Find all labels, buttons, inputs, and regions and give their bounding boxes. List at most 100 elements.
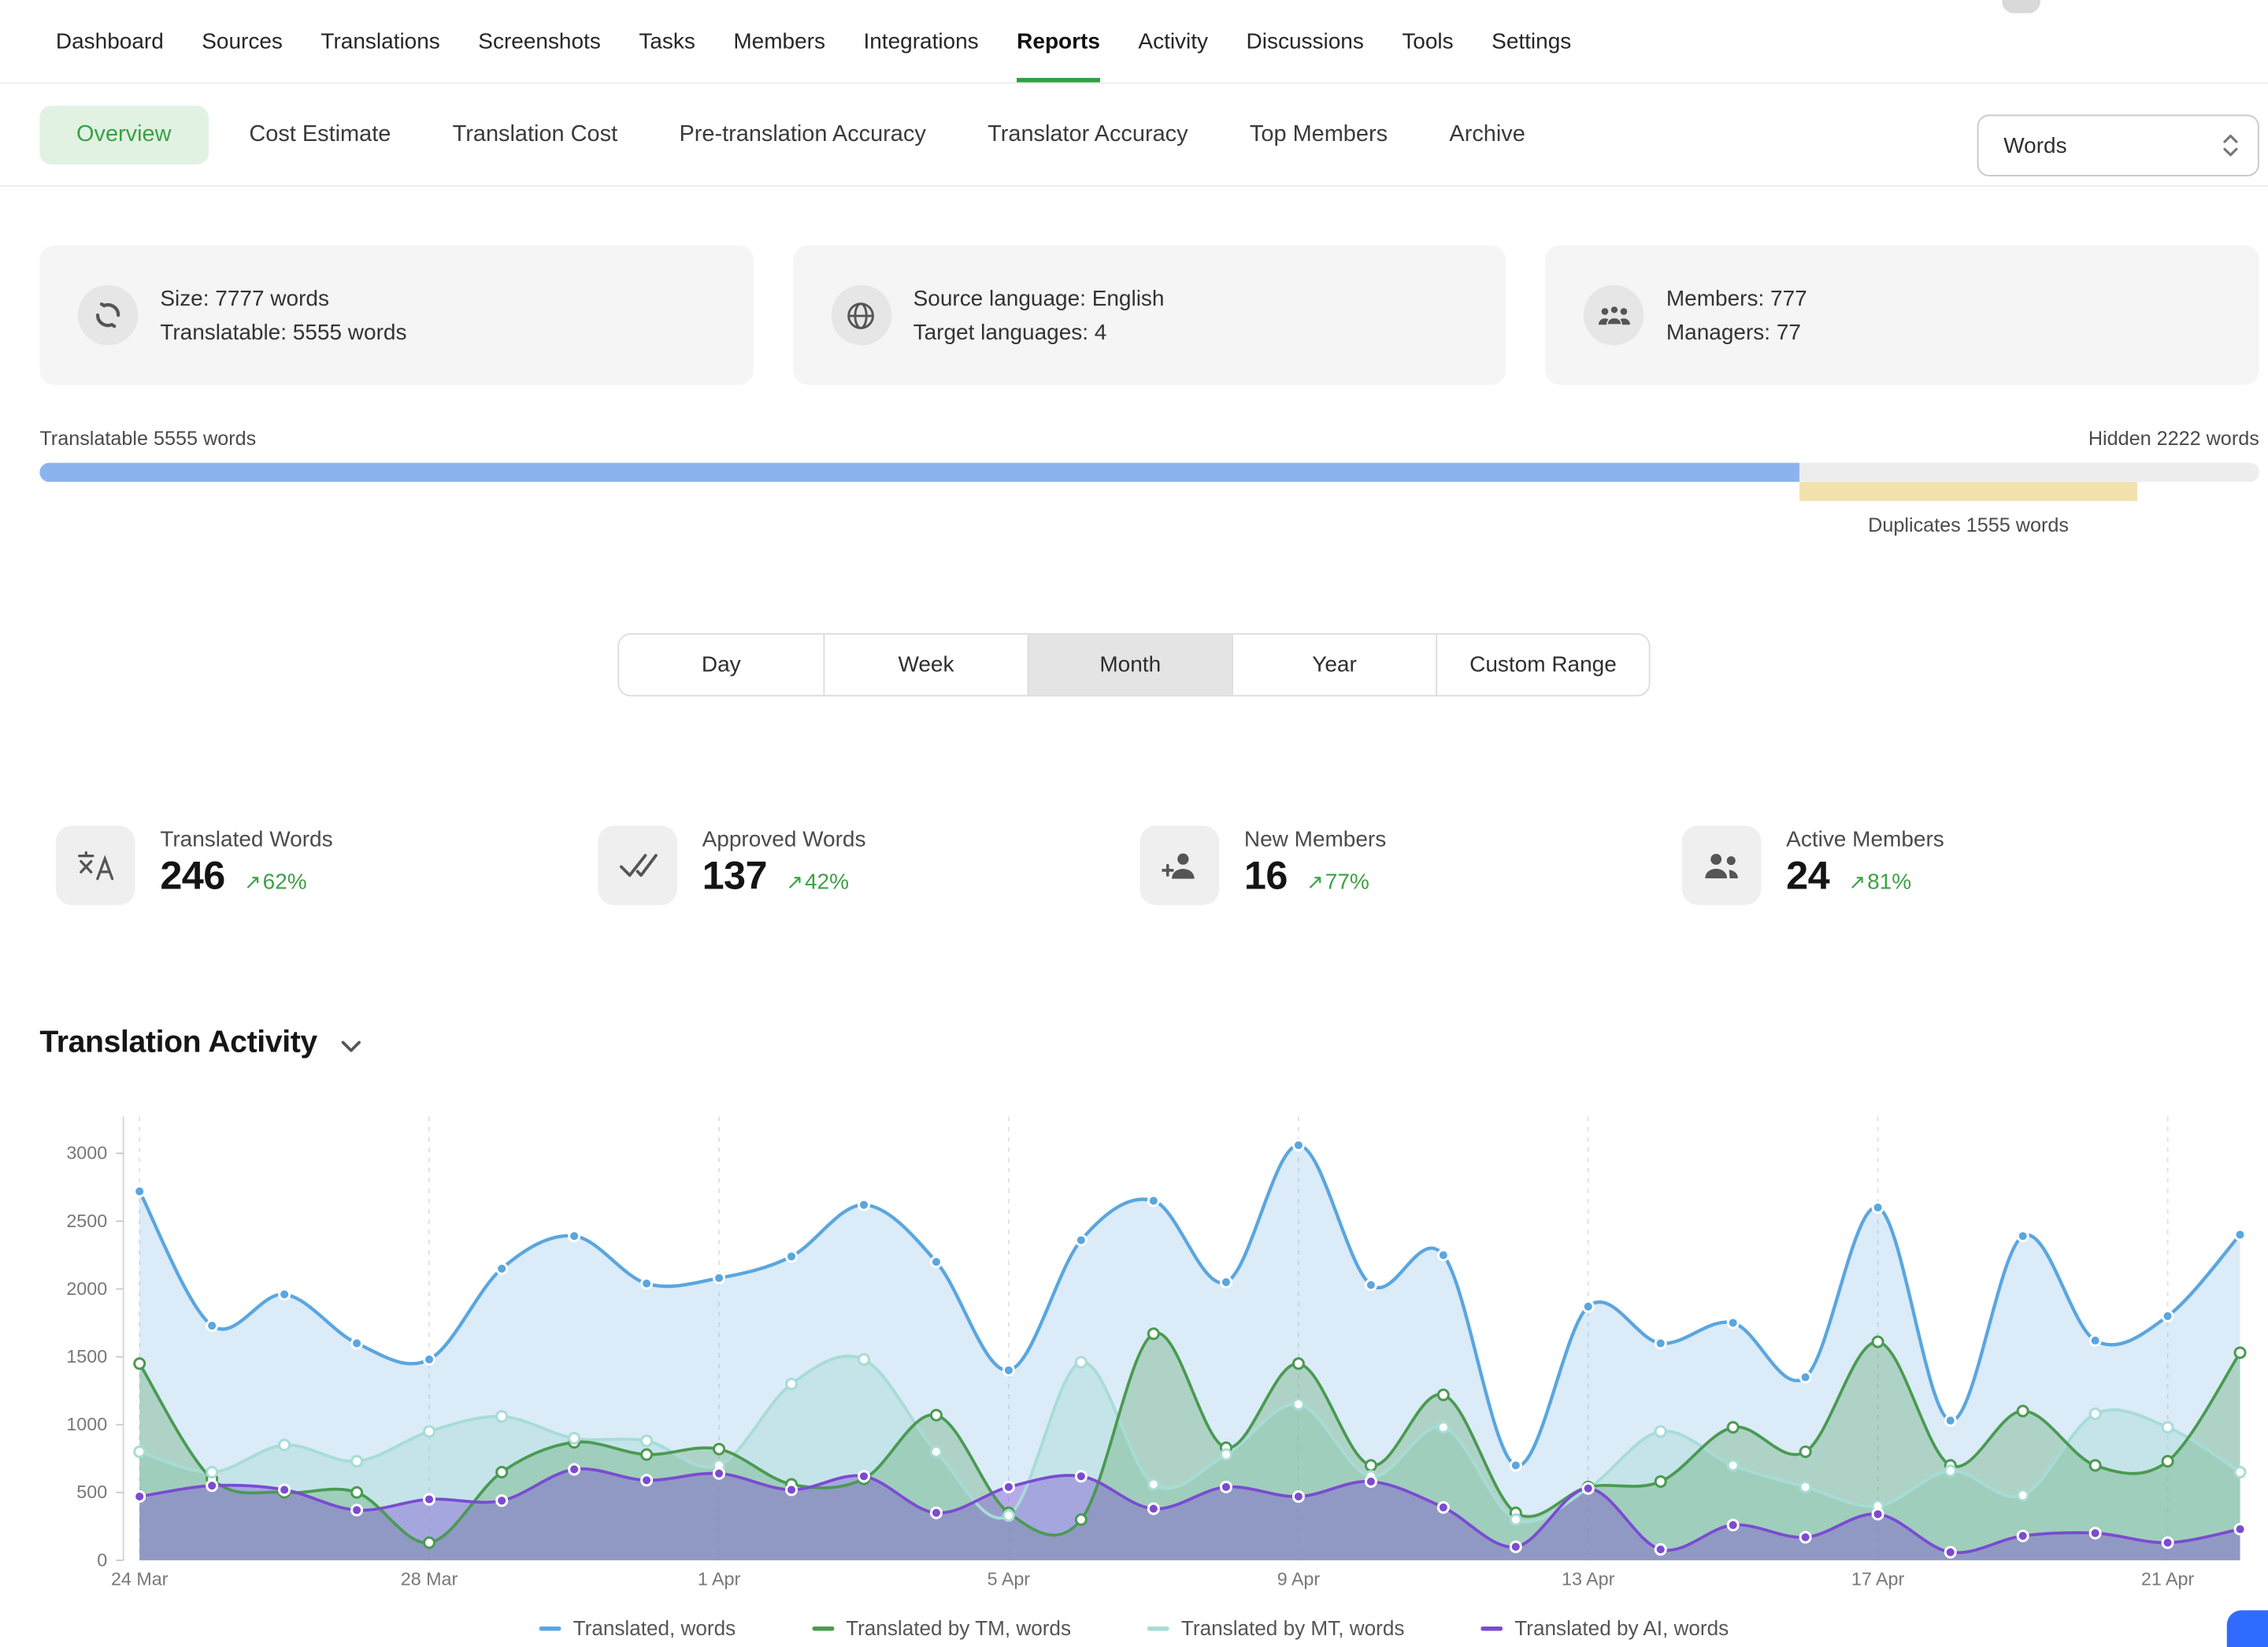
nav-members[interactable]: Members (733, 0, 825, 82)
nav-integrations[interactable]: Integrations (863, 0, 978, 82)
help-widget-button[interactable] (2227, 1610, 2268, 1647)
size-line: Size: 7777 words (160, 286, 406, 311)
range-week[interactable]: Week (823, 635, 1027, 695)
hidden-label: Hidden 2222 words (2088, 428, 2259, 450)
chart-legend: Translated, words Translated by TM, words… (0, 1616, 2268, 1640)
add-member-icon (1140, 825, 1219, 905)
svg-text:1 Apr: 1 Apr (698, 1569, 741, 1590)
translate-icon (56, 825, 135, 905)
svg-text:1000: 1000 (66, 1414, 107, 1434)
svg-text:24 Mar: 24 Mar (111, 1569, 169, 1590)
tab-pre-translation-accuracy[interactable]: Pre-translation Accuracy (679, 122, 925, 149)
select-arrows-icon (2222, 134, 2239, 158)
legend-swatch (539, 1626, 561, 1630)
up-right-arrow-icon: ↗ (786, 870, 803, 895)
nav-reports[interactable]: Reports (1017, 0, 1100, 82)
svg-text:13 Apr: 13 Apr (1562, 1569, 1615, 1590)
stat-active-members: Active Members 24 ↗81% (1682, 825, 2224, 905)
translation-activity-chart: 05001000150020002500300024 Mar28 Mar1 Ap… (0, 1099, 2268, 1598)
nav-tasks[interactable]: Tasks (639, 0, 695, 82)
nav-discussions[interactable]: Discussions (1247, 0, 1364, 82)
svg-text:2500: 2500 (66, 1211, 107, 1231)
globe-icon (831, 285, 891, 345)
range-year[interactable]: Year (1232, 635, 1436, 695)
stat-label: New Members (1244, 827, 1386, 852)
range-month[interactable]: Month (1028, 635, 1232, 695)
words-progress: Translatable 5555 words Hidden 2222 word… (39, 428, 2259, 545)
translation-activity-title: Translation Activity (39, 1026, 317, 1061)
stats-cards: Translated Words 246 ↗62% Approved Words… (56, 825, 2224, 905)
range-day[interactable]: Day (619, 635, 823, 695)
up-right-arrow-icon: ↗ (244, 870, 261, 895)
nav-tools[interactable]: Tools (1402, 0, 1453, 82)
svg-text:1500: 1500 (66, 1346, 107, 1367)
members-line: Members: 777 (1666, 286, 1807, 311)
nav-sources[interactable]: Sources (202, 0, 283, 82)
legend-label: Translated, words (573, 1616, 736, 1640)
legend-swatch (1147, 1626, 1169, 1630)
tab-overview[interactable]: Overview (39, 106, 208, 165)
legend-item[interactable]: Translated by TM, words (812, 1616, 1071, 1640)
unit-select[interactable]: Words (1977, 114, 2259, 176)
project-info-cards: Size: 7777 words Translatable: 5555 word… (39, 246, 2259, 385)
tab-archive[interactable]: Archive (1449, 122, 1525, 149)
stat-delta: ↗77% (1306, 870, 1369, 895)
stat-new-members: New Members 16 ↗77% (1140, 825, 1681, 905)
legend-item[interactable]: Translated by MT, words (1147, 1616, 1404, 1640)
nav-translations[interactable]: Translations (321, 0, 439, 82)
duplicates-label: Duplicates 1555 words (1868, 514, 2069, 536)
tab-translation-cost[interactable]: Translation Cost (453, 122, 617, 149)
nav-activity[interactable]: Activity (1138, 0, 1208, 82)
svg-text:2000: 2000 (66, 1278, 107, 1299)
tab-cost-estimate[interactable]: Cost Estimate (249, 122, 391, 149)
stat-label: Approved Words (702, 827, 866, 852)
members-card: Members: 777 Managers: 77 (1546, 246, 2259, 385)
nav-screenshots[interactable]: Screenshots (478, 0, 601, 82)
translation-activity-chart-area: 05001000150020002500300024 Mar28 Mar1 Ap… (0, 1099, 2268, 1647)
legend-item[interactable]: Translated by AI, words (1480, 1616, 1729, 1640)
avatar[interactable] (2002, 0, 2040, 13)
legend-swatch (812, 1626, 834, 1630)
double-check-icon (598, 825, 677, 905)
svg-text:0: 0 (97, 1549, 107, 1570)
stat-value: 24 (1786, 854, 1829, 900)
stat-label: Translated Words (160, 827, 332, 852)
progress-duplicates-bar (1799, 482, 2136, 501)
up-right-arrow-icon: ↗ (1848, 870, 1866, 895)
range-custom[interactable]: Custom Range (1436, 635, 1649, 695)
svg-text:28 Mar: 28 Mar (401, 1569, 458, 1590)
stat-delta: ↗42% (786, 870, 849, 895)
members-group-icon (1584, 285, 1644, 345)
legend-item[interactable]: Translated, words (539, 1616, 736, 1640)
stat-label: Active Members (1786, 827, 1944, 852)
tab-translator-accuracy[interactable]: Translator Accuracy (988, 122, 1188, 149)
progress-circle-icon (78, 285, 138, 345)
chevron-down-icon[interactable] (341, 1033, 361, 1052)
stat-delta: ↗62% (244, 870, 307, 895)
nav-dashboard[interactable]: Dashboard (56, 0, 164, 82)
reports-page: Dashboard Sources Translations Screensho… (0, 0, 2268, 1647)
stat-value: 16 (1244, 854, 1288, 900)
progress-translatable-bar (39, 463, 1799, 482)
report-tabs: Overview Cost Estimate Translation Cost … (0, 85, 2268, 187)
legend-swatch (1480, 1626, 1503, 1630)
source-language-line: Source language: English (914, 286, 1165, 311)
legend-label: Translated by TM, words (846, 1616, 1071, 1640)
svg-text:5 Apr: 5 Apr (988, 1569, 1031, 1590)
nav-settings[interactable]: Settings (1492, 0, 1571, 82)
stat-approved-words: Approved Words 137 ↗42% (598, 825, 1140, 905)
date-range-selector: Day Week Month Year Custom Range (617, 633, 1650, 696)
up-right-arrow-icon: ↗ (1306, 870, 1324, 895)
tab-top-members[interactable]: Top Members (1250, 122, 1388, 149)
svg-text:17 Apr: 17 Apr (1851, 1569, 1905, 1590)
svg-text:9 Apr: 9 Apr (1277, 1569, 1321, 1590)
managers-line: Managers: 77 (1666, 320, 1807, 345)
progress-track (39, 463, 2259, 482)
translatable-line: Translatable: 5555 words (160, 320, 406, 345)
translation-activity-header: Translation Activity (39, 1026, 361, 1061)
svg-text:21 Apr: 21 Apr (2141, 1569, 2195, 1590)
two-members-icon (1682, 825, 1762, 905)
unit-select-value: Words (2003, 133, 2066, 158)
legend-label: Translated by AI, words (1514, 1616, 1729, 1640)
size-card: Size: 7777 words Translatable: 5555 word… (39, 246, 753, 385)
